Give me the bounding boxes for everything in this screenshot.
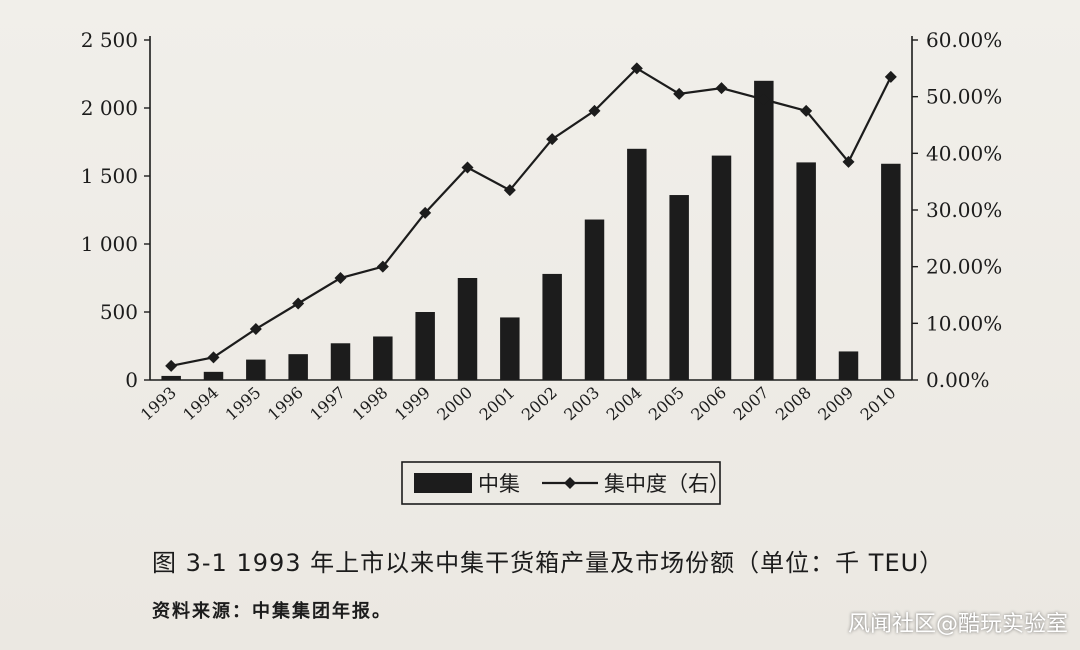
right-tick-label: 50.00% bbox=[926, 85, 1002, 109]
line-marker-2005 bbox=[673, 87, 686, 100]
right-tick-label: 40.00% bbox=[926, 141, 1002, 165]
line-marker-1994 bbox=[207, 351, 220, 364]
x-tick-label: 2004 bbox=[603, 383, 646, 424]
bar-2005 bbox=[669, 195, 689, 380]
line-marker-1995 bbox=[249, 323, 262, 335]
x-tick-label: 2008 bbox=[772, 383, 815, 424]
left-tick-label: 500 bbox=[100, 300, 138, 324]
bar-2008 bbox=[796, 162, 816, 380]
x-tick-label: 2000 bbox=[433, 383, 476, 424]
bar-2009 bbox=[838, 351, 859, 380]
share-line bbox=[170, 66, 892, 367]
left-tick-label: 2 000 bbox=[81, 96, 138, 120]
line-marker-1993 bbox=[165, 359, 178, 372]
x-tick-label: 2007 bbox=[730, 383, 773, 424]
left-tick-label: 2 500 bbox=[81, 28, 138, 52]
bar-1999 bbox=[415, 312, 435, 380]
legend-label-line: 集中度（右） bbox=[604, 472, 730, 496]
right-tick-label: 30.00% bbox=[926, 198, 1002, 222]
watermark: 风闻社区@酷玩实验室 bbox=[847, 612, 1068, 637]
line-marker-2001 bbox=[503, 184, 516, 197]
line-series bbox=[165, 62, 897, 372]
bar-2003 bbox=[584, 219, 605, 380]
x-tick-label: 1994 bbox=[179, 383, 222, 424]
right-tick-label: 60.00% bbox=[926, 28, 1002, 52]
bar-1998 bbox=[373, 336, 393, 380]
x-tick-label: 2005 bbox=[645, 383, 688, 424]
bar-2002 bbox=[542, 273, 562, 380]
x-tick-label: 1998 bbox=[349, 383, 392, 424]
left-tick-label: 1 500 bbox=[81, 164, 138, 188]
legend-box bbox=[401, 461, 721, 505]
line-marker-1999 bbox=[419, 206, 432, 219]
x-tick-label: 1997 bbox=[306, 383, 349, 424]
bar-2006 bbox=[711, 155, 732, 380]
line-marker-2000 bbox=[461, 161, 474, 174]
left-tick-label: 1 000 bbox=[81, 232, 138, 256]
figure-caption: 图 3-1 1993 年上市以来中集干货箱产量及市场份额（单位：千 TEU） bbox=[152, 549, 945, 577]
bar-2001 bbox=[500, 317, 520, 380]
bar-2004 bbox=[627, 148, 647, 380]
tick-labels: 0 500 1 000 1 500 2 000 2 500 0.00% 10.00% 20.00… bbox=[81, 28, 1003, 424]
bar-1997 bbox=[330, 343, 351, 380]
bar-2010 bbox=[881, 163, 901, 380]
bar-2007 bbox=[754, 80, 774, 381]
x-tick-label: 1999 bbox=[391, 383, 434, 424]
x-tick-label: 1995 bbox=[222, 383, 265, 424]
legend: 中集 集中度（右） bbox=[401, 461, 730, 505]
chart-axes bbox=[144, 36, 918, 381]
line-marker-2007 bbox=[757, 93, 770, 106]
x-tick-label: 1996 bbox=[264, 383, 307, 424]
right-tick-label: 20.00% bbox=[926, 255, 1002, 279]
line-marker-2004 bbox=[630, 62, 643, 75]
line-marker-1997 bbox=[334, 272, 347, 284]
x-tick-label: 2009 bbox=[814, 383, 857, 424]
bar-1993 bbox=[161, 375, 181, 380]
line-marker-1996 bbox=[292, 297, 305, 310]
x-tick-label: 2006 bbox=[687, 383, 730, 424]
bar-2000 bbox=[457, 278, 478, 380]
legend-bar-swatch bbox=[414, 473, 472, 493]
line-marker-2002 bbox=[546, 133, 559, 146]
x-tick-label: 1993 bbox=[137, 383, 180, 424]
x-tick-label: 2010 bbox=[857, 383, 900, 424]
right-tick-label: 10.00% bbox=[926, 311, 1002, 335]
line-marker-2003 bbox=[588, 104, 601, 117]
chart: 0 500 1 000 1 500 2 000 2 500 0.00% 10.00% 20.00… bbox=[81, 28, 1003, 505]
legend-label-bars: 中集 bbox=[478, 472, 520, 496]
line-marker-1998 bbox=[376, 260, 389, 273]
bar-1995 bbox=[246, 359, 266, 380]
source-note: 资料来源：中集集团年报。 bbox=[152, 601, 392, 622]
bar-1994 bbox=[203, 371, 224, 380]
x-tick-label: 2001 bbox=[476, 383, 519, 424]
bar-series bbox=[161, 80, 901, 381]
left-tick-label: 0 bbox=[125, 368, 138, 392]
bar-1996 bbox=[288, 354, 308, 380]
line-marker-2006 bbox=[715, 82, 728, 95]
x-tick-label: 2003 bbox=[560, 383, 603, 424]
right-tick-label: 0.00% bbox=[926, 368, 990, 392]
legend-line-marker bbox=[564, 477, 576, 489]
line-marker-2009 bbox=[842, 155, 855, 168]
x-tick-label: 2002 bbox=[518, 383, 561, 424]
line-marker-2010 bbox=[884, 70, 897, 83]
line-marker-2008 bbox=[800, 104, 813, 117]
